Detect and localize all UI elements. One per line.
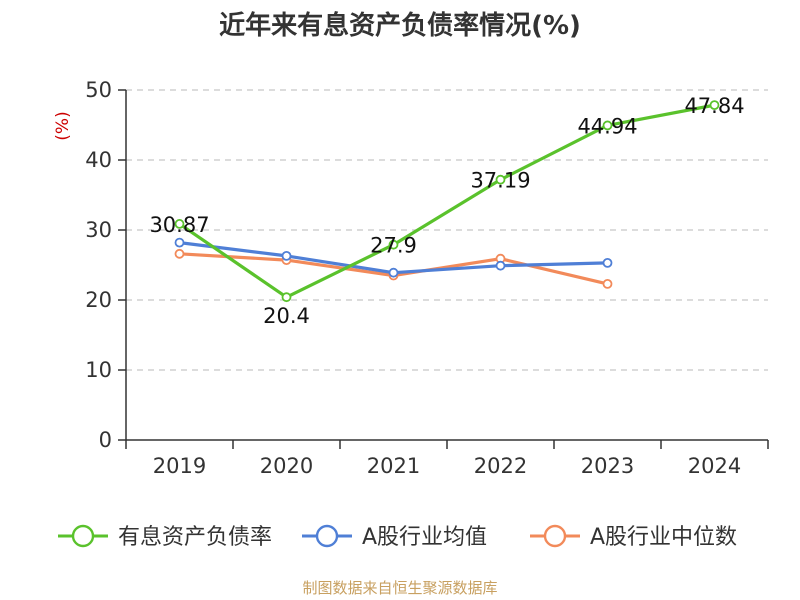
grid: [126, 89, 768, 371]
data-label-5: 47.84: [684, 94, 744, 118]
x-tick-label-2020: 2020: [260, 454, 313, 478]
data-point-0-5: [709, 100, 720, 111]
data-labels: 30.87 20.4 27.9 37.19 44.94 47.84: [149, 94, 744, 328]
data-point-2-0: [174, 248, 185, 259]
legend-item-0[interactable]: 有息资产负债率: [58, 524, 272, 550]
data-label-1: 20.4: [263, 304, 310, 328]
data-label-2: 27.9: [370, 234, 417, 258]
data-point-1-4: [602, 257, 613, 268]
y-tick-label-30: 30: [85, 218, 112, 242]
x-tick-label-2024: 2024: [688, 454, 741, 478]
legend-item-2[interactable]: A股行业中位数: [530, 524, 737, 550]
data-point-1-0: [174, 237, 185, 248]
data-point-0-2: [388, 239, 399, 250]
legend-marker-0: [71, 524, 95, 548]
data-point-1-2: [388, 267, 399, 278]
data-point-1-1: [281, 250, 292, 261]
y-tick-label-40: 40: [85, 148, 112, 172]
y-tick-label-20: 20: [85, 288, 112, 312]
series-layer: [174, 100, 720, 303]
x-tick-label-2021: 2021: [367, 454, 420, 478]
x-tick-label-2019: 2019: [153, 454, 206, 478]
data-label-4: 44.94: [577, 114, 637, 138]
y-tick-label-10: 10: [85, 358, 112, 382]
data-point-2-4: [602, 278, 613, 289]
data-label-0: 30.87: [149, 213, 209, 237]
legend-label-1: A股行业均值: [362, 525, 487, 550]
x-tick-label-2022: 2022: [474, 454, 527, 478]
data-point-1-3: [495, 260, 506, 271]
y-axis-unit: (%): [53, 111, 73, 140]
y-tick-label-0: 0: [99, 428, 112, 452]
legend-label-0: 有息资产负债率: [118, 525, 272, 550]
y-tick-label-50: 50: [85, 78, 112, 102]
legend-label-2: A股行业中位数: [590, 525, 737, 550]
source-note: 制图数据来自恒生聚源数据库: [302, 579, 497, 597]
legend-item-1[interactable]: A股行业均值: [302, 524, 487, 550]
data-point-0-0: [174, 219, 185, 229]
data-point-0-4: [602, 120, 613, 131]
data-point-0-3: [495, 174, 506, 185]
axes: 0 10 20 30 40 50 2019 2020 2021 2022 2023 2024: [85, 78, 769, 478]
data-label-3: 37.19: [470, 169, 530, 193]
chart-title: 近年来有息资产负债率情况(%): [219, 10, 581, 41]
data-point-0-1: [281, 292, 292, 303]
legend[interactable]: 有息资产负债率 A股行业均值 A股行业中位数: [58, 524, 737, 550]
series-line-0: [178, 103, 715, 299]
legend-marker-2: [543, 524, 567, 548]
x-tick-label-2023: 2023: [581, 454, 634, 478]
legend-marker-1: [315, 524, 339, 548]
